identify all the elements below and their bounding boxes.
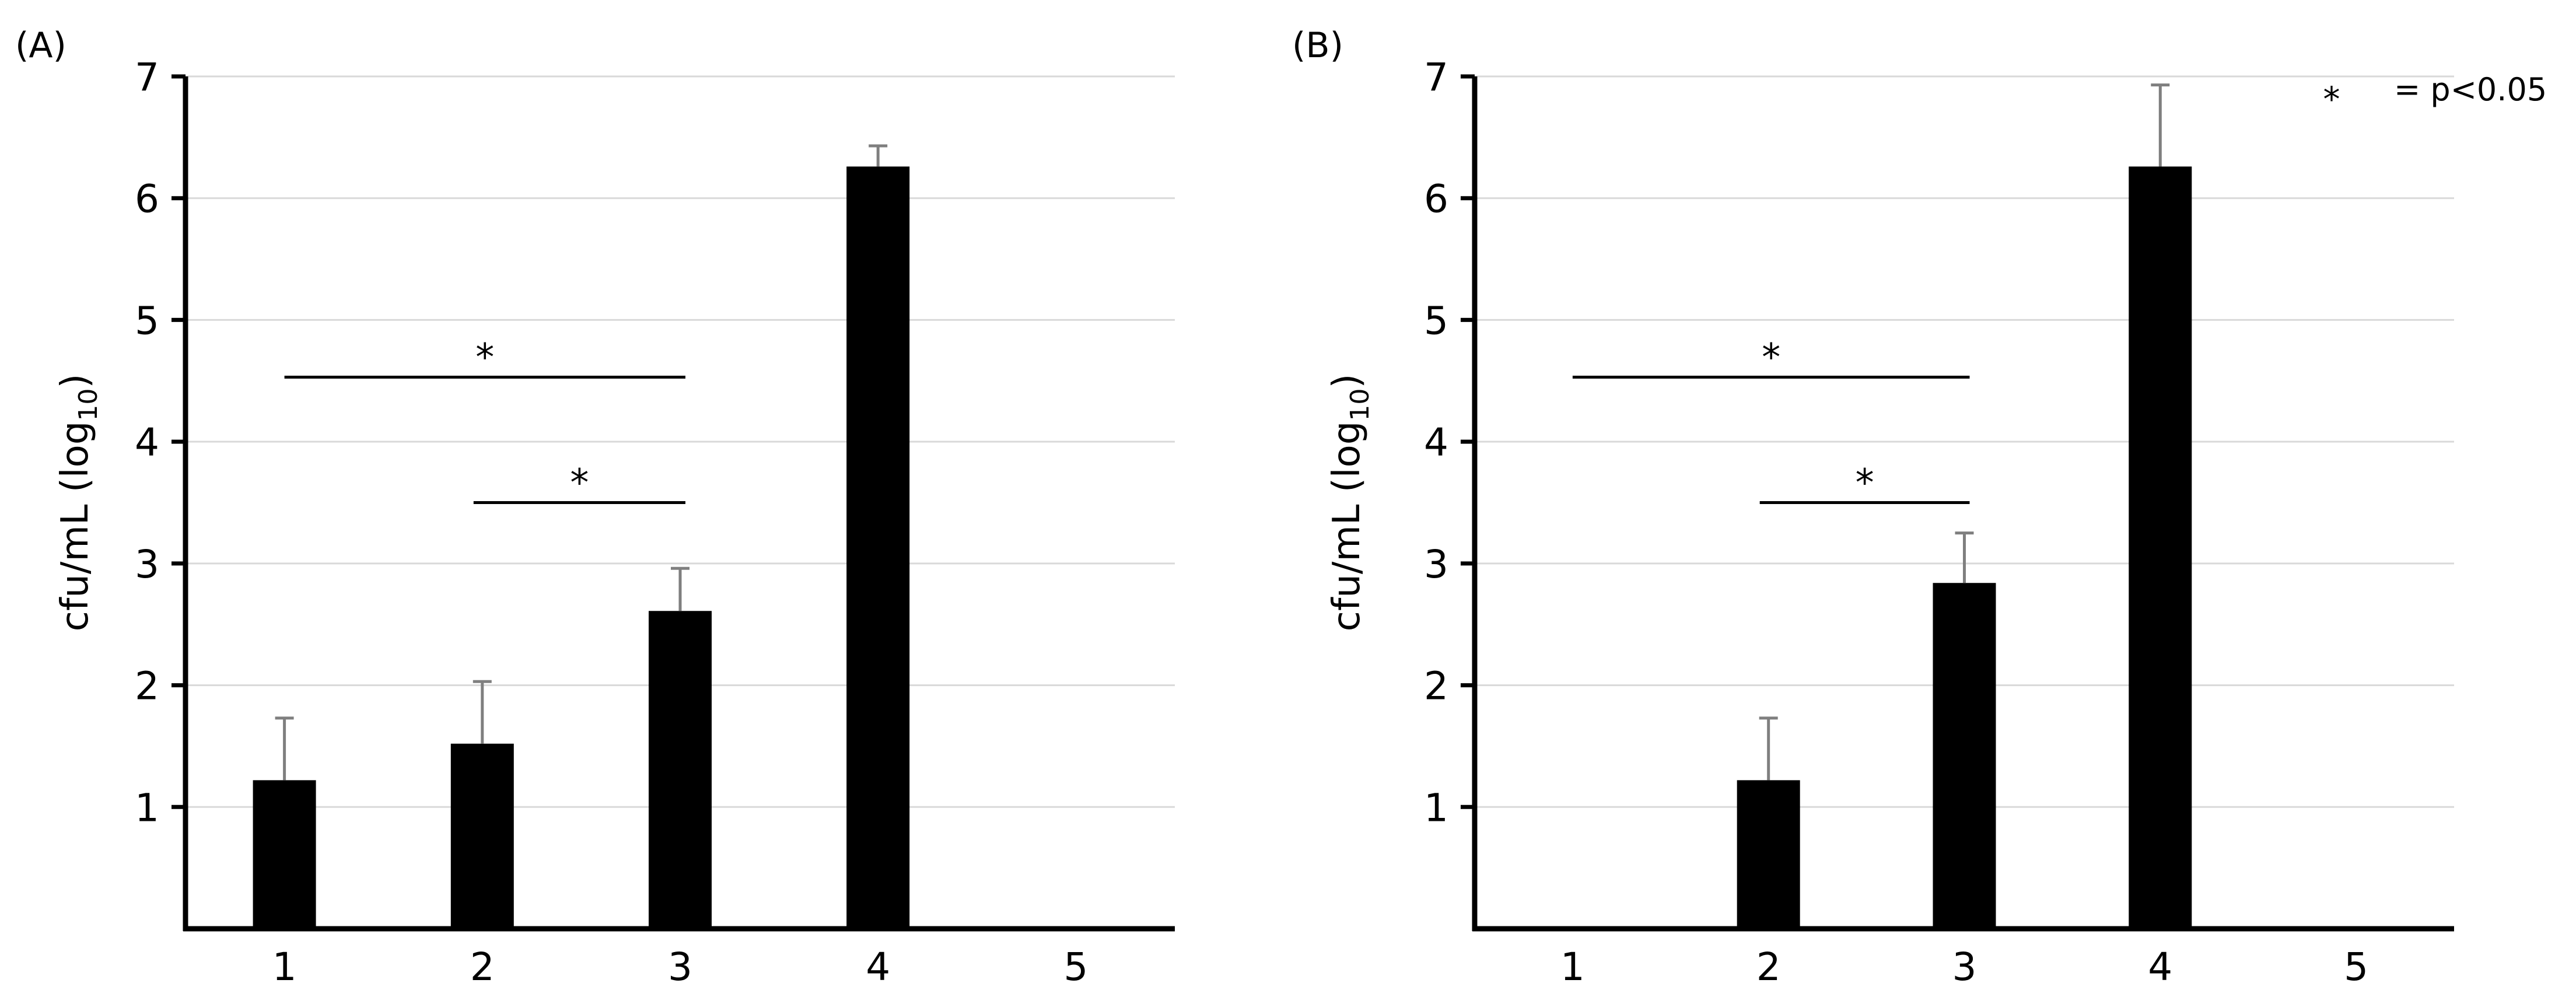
x-tick-label: 5 <box>1063 944 1088 989</box>
bar <box>1933 583 1996 929</box>
y-tick-label: 2 <box>1424 664 1448 709</box>
y-tick-label: 6 <box>135 177 159 222</box>
y-tick-label: 1 <box>1424 785 1448 830</box>
legend-text: = p<0.05 <box>2394 71 2547 108</box>
bar <box>2129 166 2192 929</box>
x-tick-label: 5 <box>2344 944 2368 989</box>
significance-star: * <box>1856 462 1874 505</box>
y-tick-label: 5 <box>135 298 159 343</box>
y-tick-label: 2 <box>135 664 159 709</box>
y-tick-label: 7 <box>135 55 159 100</box>
y-tick-label: 4 <box>135 420 159 465</box>
bar <box>450 743 514 929</box>
y-axis-title-subscript: 10 <box>1345 389 1375 421</box>
legend: * = p<0.05 <box>2323 71 2547 119</box>
x-tick-label: 3 <box>1952 944 1977 989</box>
bar <box>253 780 316 929</box>
x-tick-label: 2 <box>1756 944 1781 989</box>
y-axis-title: cfu/mL (log10) <box>54 374 103 632</box>
x-tick-label: 2 <box>470 944 495 989</box>
bar <box>846 166 910 929</box>
y-tick-label: 3 <box>135 542 159 587</box>
panel-a: (A) 1 2 3 4 5 6 7 cfu/mL (log10) 1 2 3 4 5 * * <box>15 25 1175 989</box>
y-axis-title: cfu/mL (log10) <box>1325 374 1375 632</box>
y-axis-title-main: cfu/mL (log <box>1325 421 1368 632</box>
significance-star: * <box>475 337 494 380</box>
y-axis-title-close: ) <box>1325 374 1368 389</box>
y-tick-label: 5 <box>1424 298 1448 343</box>
y-axis-title-main: cfu/mL (log <box>54 421 97 632</box>
bar <box>1737 780 1800 929</box>
legend-symbol: * <box>2323 79 2340 119</box>
x-tick-label: 1 <box>1560 944 1585 989</box>
panel-label: (A) <box>15 25 66 66</box>
significance-star: * <box>1762 337 1780 380</box>
x-tick-label: 4 <box>2148 944 2172 989</box>
x-tick-label: 4 <box>866 944 890 989</box>
y-axis-title-close: ) <box>54 374 97 389</box>
y-axis-title-subscript: 10 <box>74 389 103 421</box>
y-tick-label: 1 <box>135 785 159 830</box>
y-tick-label: 7 <box>1424 55 1448 100</box>
significance-star: * <box>570 462 589 505</box>
y-tick-label: 6 <box>1424 177 1448 222</box>
x-tick-label: 1 <box>272 944 297 989</box>
x-tick-label: 3 <box>668 944 692 989</box>
panel-b: (B) 1 2 3 4 5 6 7 cfu/mL (log10) 1 2 3 4 5 * * <box>1292 25 2454 989</box>
bar <box>649 611 712 929</box>
panel-label: (B) <box>1292 25 1343 66</box>
y-tick-label: 4 <box>1424 420 1448 465</box>
y-tick-label: 3 <box>1424 542 1448 587</box>
